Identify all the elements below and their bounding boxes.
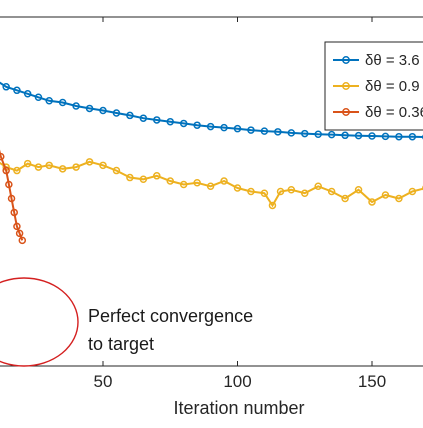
series-group: [0, 157, 423, 208]
annotation-text-line: to target: [88, 334, 154, 354]
x-tick-label: 100: [223, 372, 251, 391]
series-group: [0, 133, 25, 244]
legend-label: δθ = 3.6: [365, 52, 420, 69]
legend-label: δθ = 0.36: [365, 104, 423, 121]
legend: δθ = 3.6 δθ = 0.9 δθ = 0.36: [325, 42, 423, 130]
x-tick-label: 50: [94, 372, 113, 391]
annotation-layer: Perfect convergence to target: [0, 278, 253, 366]
annotation-ellipse: [0, 278, 78, 366]
legend-label: δθ = 0.9: [365, 78, 420, 95]
x-tick-label: 150: [358, 372, 386, 391]
annotation-text-line: Perfect convergence: [88, 306, 253, 326]
x-axis-label: Iteration number: [173, 398, 304, 418]
